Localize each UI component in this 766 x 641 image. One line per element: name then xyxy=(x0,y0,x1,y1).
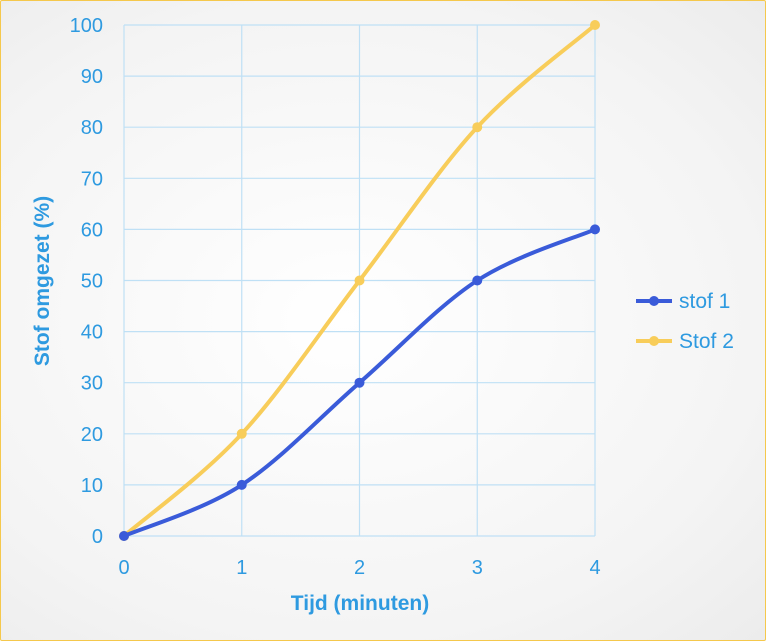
y-tick-label: 0 xyxy=(92,526,103,548)
y-axis-ticks: 0 10 20 30 40 50 60 70 80 90 100 xyxy=(70,15,103,548)
x-tick-label: 2 xyxy=(354,557,365,579)
legend-label: Stof 2 xyxy=(679,330,734,353)
grid-lines xyxy=(123,24,596,537)
y-axis-title: Stof omgezet (%) xyxy=(31,196,54,366)
series-group xyxy=(119,20,600,541)
y-tick-label: 30 xyxy=(81,373,103,395)
x-axis-ticks: 0 1 2 3 4 xyxy=(118,557,600,579)
y-tick-label: 60 xyxy=(81,219,103,241)
x-tick-label: 3 xyxy=(472,557,483,579)
legend-swatch-marker xyxy=(649,336,659,346)
x-tick-label: 1 xyxy=(236,557,247,579)
legend-swatch-marker xyxy=(649,296,659,306)
y-tick-label: 90 xyxy=(81,66,103,88)
legend-label: stof 1 xyxy=(679,290,730,313)
data-point-series-2 xyxy=(590,20,600,30)
y-tick-label: 100 xyxy=(70,15,103,37)
data-point-series-2 xyxy=(354,275,365,286)
legend: stof 1 Stof 2 xyxy=(636,290,734,353)
data-point-series-1 xyxy=(119,531,129,541)
x-tick-label: 0 xyxy=(118,557,129,579)
y-tick-label: 70 xyxy=(81,168,103,190)
data-point-series-2 xyxy=(236,428,247,439)
x-tick-label: 4 xyxy=(589,557,600,579)
data-point-series-2 xyxy=(472,122,483,133)
y-tick-label: 20 xyxy=(81,424,103,446)
data-point-series-1 xyxy=(236,479,247,490)
y-tick-label: 50 xyxy=(81,271,103,293)
data-point-series-1 xyxy=(354,377,365,388)
data-point-series-1 xyxy=(590,224,600,235)
y-tick-label: 40 xyxy=(81,322,103,344)
data-point-series-1 xyxy=(472,275,483,286)
y-tick-label: 80 xyxy=(81,117,103,139)
y-tick-label: 10 xyxy=(81,475,103,497)
x-axis-title: Tijd (minuten) xyxy=(291,592,429,615)
